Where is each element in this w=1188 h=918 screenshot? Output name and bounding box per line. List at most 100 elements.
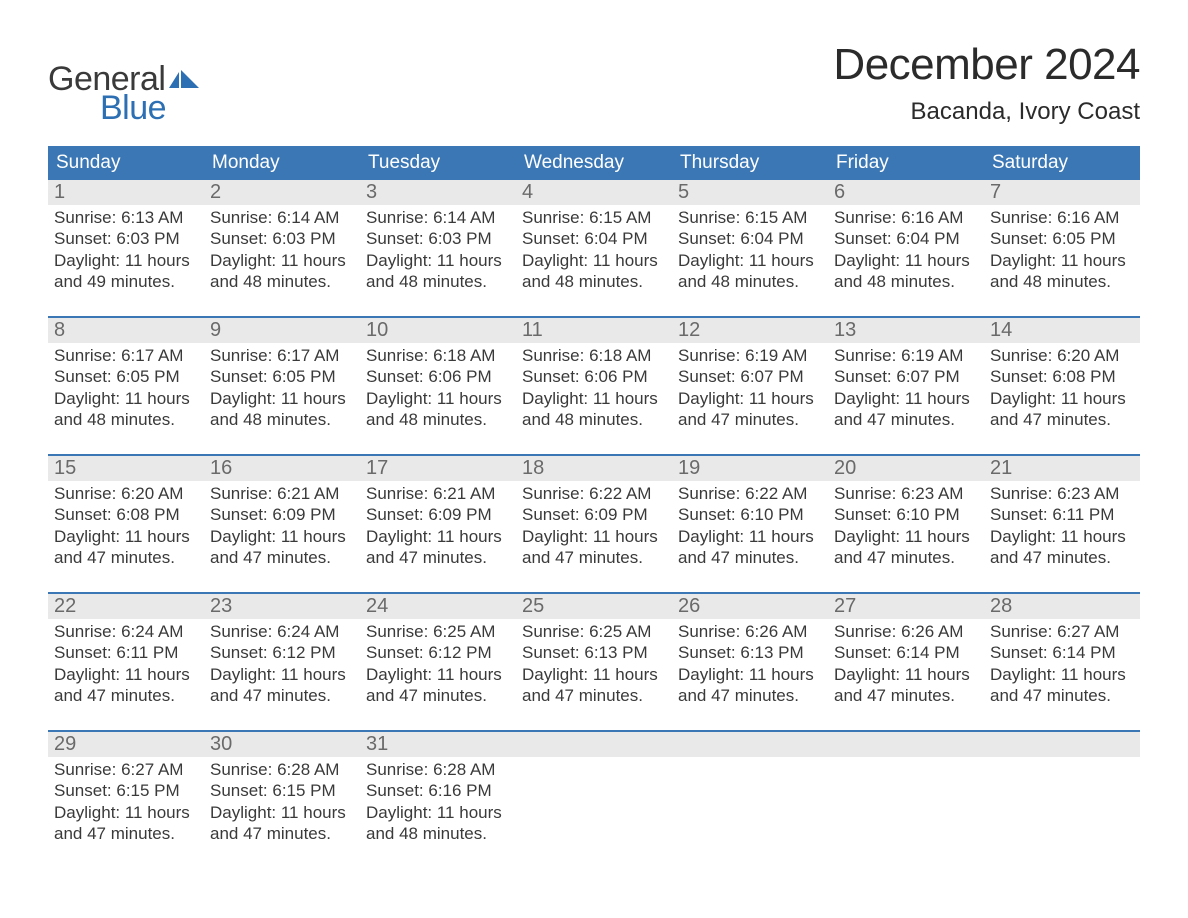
day-sunset-line: Sunset: 6:10 PM — [678, 504, 822, 525]
day-number: 13 — [834, 319, 856, 341]
day-sunset-line: Sunset: 6:15 PM — [210, 780, 354, 801]
day-sunrise-line: Sunrise: 6:26 AM — [678, 621, 822, 642]
day-d1-line: Daylight: 11 hours — [54, 664, 198, 685]
day-number: 16 — [210, 457, 232, 479]
day-sunrise-line: Sunrise: 6:22 AM — [678, 483, 822, 504]
calendar-day: 17Sunrise: 6:21 AMSunset: 6:09 PMDayligh… — [360, 456, 516, 572]
day-number-row: 3 — [360, 180, 516, 205]
day-number-row — [672, 732, 828, 757]
day-d1-line: Daylight: 11 hours — [210, 250, 354, 271]
day-number-row: 25 — [516, 594, 672, 619]
calendar-day: 3Sunrise: 6:14 AMSunset: 6:03 PMDaylight… — [360, 180, 516, 296]
day-sunset-line: Sunset: 6:04 PM — [834, 228, 978, 249]
day-number: 5 — [678, 181, 689, 203]
day-sunrise-line: Sunrise: 6:15 AM — [522, 207, 666, 228]
day-d1-line: Daylight: 11 hours — [54, 250, 198, 271]
day-sunrise-line: Sunrise: 6:24 AM — [54, 621, 198, 642]
day-sunset-line: Sunset: 6:13 PM — [678, 642, 822, 663]
calendar-week: 8Sunrise: 6:17 AMSunset: 6:05 PMDaylight… — [48, 316, 1140, 434]
day-number-row: 22 — [48, 594, 204, 619]
day-d2-line: and 47 minutes. — [54, 685, 198, 706]
day-sunset-line: Sunset: 6:09 PM — [366, 504, 510, 525]
day-sunset-line: Sunset: 6:14 PM — [990, 642, 1134, 663]
day-number-row: 17 — [360, 456, 516, 481]
day-d1-line: Daylight: 11 hours — [834, 526, 978, 547]
logo: General Blue — [48, 40, 199, 128]
day-d1-line: Daylight: 11 hours — [834, 388, 978, 409]
day-number-row: 5 — [672, 180, 828, 205]
calendar-day: 14Sunrise: 6:20 AMSunset: 6:08 PMDayligh… — [984, 318, 1140, 434]
day-sunrise-line: Sunrise: 6:17 AM — [54, 345, 198, 366]
calendar-day: 16Sunrise: 6:21 AMSunset: 6:09 PMDayligh… — [204, 456, 360, 572]
calendar-day: 30Sunrise: 6:28 AMSunset: 6:15 PMDayligh… — [204, 732, 360, 848]
day-number: 14 — [990, 319, 1012, 341]
day-sunrise-line: Sunrise: 6:16 AM — [990, 207, 1134, 228]
day-sunrise-line: Sunrise: 6:20 AM — [990, 345, 1134, 366]
day-number: 2 — [210, 181, 221, 203]
calendar-day: 19Sunrise: 6:22 AMSunset: 6:10 PMDayligh… — [672, 456, 828, 572]
day-d1-line: Daylight: 11 hours — [522, 388, 666, 409]
day-d2-line: and 48 minutes. — [990, 271, 1134, 292]
day-sunset-line: Sunset: 6:14 PM — [834, 642, 978, 663]
day-sunrise-line: Sunrise: 6:18 AM — [366, 345, 510, 366]
calendar-day: 18Sunrise: 6:22 AMSunset: 6:09 PMDayligh… — [516, 456, 672, 572]
day-number: 18 — [522, 457, 544, 479]
day-d2-line: and 48 minutes. — [54, 409, 198, 430]
day-sunset-line: Sunset: 6:12 PM — [210, 642, 354, 663]
day-number: 11 — [522, 319, 543, 341]
calendar-day: 7Sunrise: 6:16 AMSunset: 6:05 PMDaylight… — [984, 180, 1140, 296]
day-sunrise-line: Sunrise: 6:21 AM — [366, 483, 510, 504]
day-sunset-line: Sunset: 6:05 PM — [54, 366, 198, 387]
day-sunset-line: Sunset: 6:04 PM — [522, 228, 666, 249]
day-d1-line: Daylight: 11 hours — [522, 526, 666, 547]
calendar-day: 11Sunrise: 6:18 AMSunset: 6:06 PMDayligh… — [516, 318, 672, 434]
weekday-header-row: Sunday Monday Tuesday Wednesday Thursday… — [48, 146, 1140, 180]
day-number-row: 4 — [516, 180, 672, 205]
day-number: 7 — [990, 181, 1001, 203]
day-sunrise-line: Sunrise: 6:28 AM — [366, 759, 510, 780]
day-d1-line: Daylight: 11 hours — [210, 802, 354, 823]
day-sunset-line: Sunset: 6:05 PM — [210, 366, 354, 387]
day-sunset-line: Sunset: 6:11 PM — [54, 642, 198, 663]
day-d1-line: Daylight: 11 hours — [990, 388, 1134, 409]
calendar-week: 1Sunrise: 6:13 AMSunset: 6:03 PMDaylight… — [48, 180, 1140, 296]
day-sunrise-line: Sunrise: 6:28 AM — [210, 759, 354, 780]
day-sunrise-line: Sunrise: 6:16 AM — [834, 207, 978, 228]
calendar-day: 26Sunrise: 6:26 AMSunset: 6:13 PMDayligh… — [672, 594, 828, 710]
day-d1-line: Daylight: 11 hours — [54, 526, 198, 547]
day-number-row: 16 — [204, 456, 360, 481]
calendar: Sunday Monday Tuesday Wednesday Thursday… — [48, 146, 1140, 848]
day-d2-line: and 48 minutes. — [210, 409, 354, 430]
day-number-row: 20 — [828, 456, 984, 481]
day-number: 12 — [678, 319, 700, 341]
weekday-header: Wednesday — [516, 146, 672, 180]
day-d2-line: and 47 minutes. — [990, 685, 1134, 706]
day-sunrise-line: Sunrise: 6:22 AM — [522, 483, 666, 504]
day-d1-line: Daylight: 11 hours — [522, 664, 666, 685]
day-number: 27 — [834, 595, 856, 617]
day-d2-line: and 47 minutes. — [522, 685, 666, 706]
day-sunrise-line: Sunrise: 6:19 AM — [834, 345, 978, 366]
calendar-day: 23Sunrise: 6:24 AMSunset: 6:12 PMDayligh… — [204, 594, 360, 710]
calendar-day: 31Sunrise: 6:28 AMSunset: 6:16 PMDayligh… — [360, 732, 516, 848]
calendar-day: 6Sunrise: 6:16 AMSunset: 6:04 PMDaylight… — [828, 180, 984, 296]
day-sunrise-line: Sunrise: 6:24 AM — [210, 621, 354, 642]
calendar-day: 4Sunrise: 6:15 AMSunset: 6:04 PMDaylight… — [516, 180, 672, 296]
day-d1-line: Daylight: 11 hours — [678, 388, 822, 409]
day-sunset-line: Sunset: 6:11 PM — [990, 504, 1134, 525]
day-d2-line: and 49 minutes. — [54, 271, 198, 292]
day-sunset-line: Sunset: 6:07 PM — [678, 366, 822, 387]
calendar-day: 5Sunrise: 6:15 AMSunset: 6:04 PMDaylight… — [672, 180, 828, 296]
day-sunset-line: Sunset: 6:04 PM — [678, 228, 822, 249]
weeks-container: 1Sunrise: 6:13 AMSunset: 6:03 PMDaylight… — [48, 180, 1140, 848]
day-d1-line: Daylight: 11 hours — [834, 664, 978, 685]
calendar-day: 28Sunrise: 6:27 AMSunset: 6:14 PMDayligh… — [984, 594, 1140, 710]
calendar-day: 20Sunrise: 6:23 AMSunset: 6:10 PMDayligh… — [828, 456, 984, 572]
day-sunrise-line: Sunrise: 6:15 AM — [678, 207, 822, 228]
day-number-row: 31 — [360, 732, 516, 757]
day-number-row: 1 — [48, 180, 204, 205]
calendar-day: 1Sunrise: 6:13 AMSunset: 6:03 PMDaylight… — [48, 180, 204, 296]
day-number: 24 — [366, 595, 388, 617]
day-d2-line: and 48 minutes. — [210, 271, 354, 292]
day-d1-line: Daylight: 11 hours — [54, 388, 198, 409]
